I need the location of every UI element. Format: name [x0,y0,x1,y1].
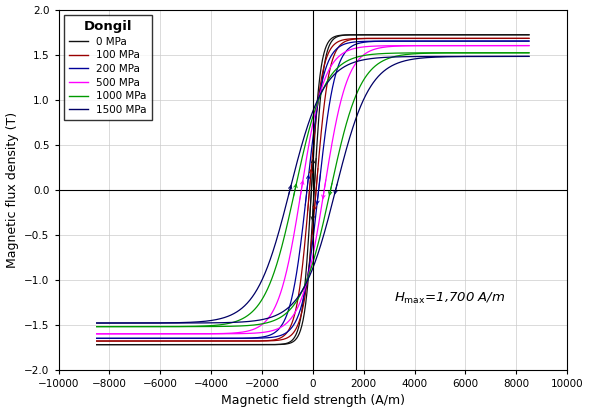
Text: $H_{\rm max}$=1,700 A/m: $H_{\rm max}$=1,700 A/m [394,291,505,306]
X-axis label: Magnetic field strength (A/m): Magnetic field strength (A/m) [221,394,405,408]
Legend: 0 MPa, 100 MPa, 200 MPa, 500 MPa, 1000 MPa, 1500 MPa: 0 MPa, 100 MPa, 200 MPa, 500 MPa, 1000 M… [64,15,152,120]
Y-axis label: Magnetic flux density (T): Magnetic flux density (T) [5,112,19,268]
